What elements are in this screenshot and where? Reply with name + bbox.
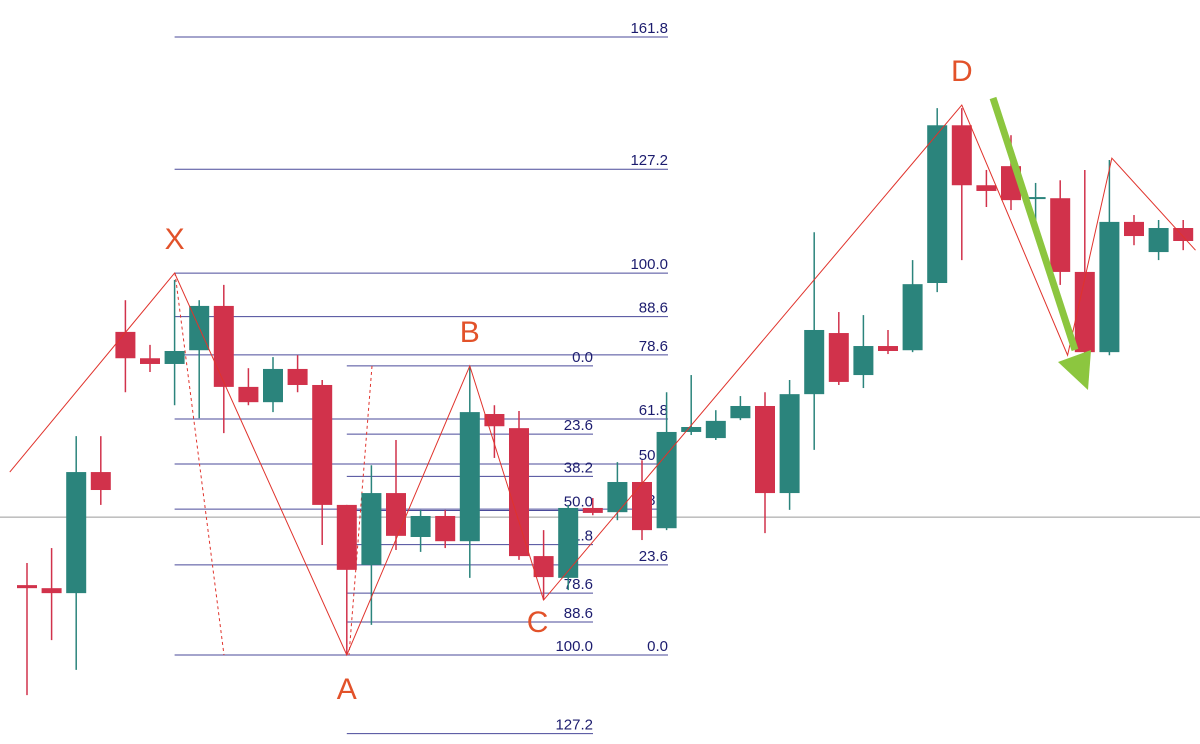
direction-arrow xyxy=(989,96,1091,390)
candle-body xyxy=(681,426,702,432)
candle-body xyxy=(853,346,874,376)
candle-body xyxy=(927,125,948,284)
pattern-point-label: C xyxy=(527,606,549,639)
fib-level-label: 78.6 xyxy=(639,338,668,355)
candle-body xyxy=(459,412,480,542)
pattern-layer: X A B C D xyxy=(9,55,1196,706)
pattern-point-label: A xyxy=(337,673,357,706)
candle-body xyxy=(164,350,185,364)
candle-body xyxy=(287,368,308,385)
candle-body xyxy=(1050,198,1071,272)
fib-level-label: 23.6 xyxy=(639,548,668,565)
fib-level-label: 23.6 xyxy=(564,417,593,434)
candle-body xyxy=(213,305,234,387)
candle-body xyxy=(730,405,751,419)
candle-body xyxy=(976,185,997,191)
guide-layer xyxy=(174,272,373,656)
dotted-guide xyxy=(174,272,225,656)
candle-body xyxy=(386,493,406,536)
candle-body xyxy=(115,331,136,359)
candle-body xyxy=(533,556,554,578)
candles-layer xyxy=(17,108,1194,696)
candle-body xyxy=(656,431,677,529)
candle-body xyxy=(755,405,775,494)
candle-body xyxy=(140,358,160,364)
fib-level-label: 100.0 xyxy=(630,256,668,273)
candle-body xyxy=(435,515,456,542)
fib-level-label: 0.0 xyxy=(647,638,668,655)
candle-body xyxy=(705,420,726,439)
candle-body xyxy=(484,414,505,427)
pattern-point-label: D xyxy=(951,55,973,88)
candle-body xyxy=(1074,271,1095,353)
fib-level-label: 100.0 xyxy=(555,638,593,655)
dotted-guide xyxy=(348,365,373,656)
candle-body xyxy=(361,493,382,565)
candle-body xyxy=(607,481,628,513)
candle-body xyxy=(632,481,652,531)
candle-body xyxy=(951,125,972,186)
fib-level-label: 61.8 xyxy=(639,402,668,419)
fib-level-label: 50.0 xyxy=(564,493,593,510)
candle-body xyxy=(1025,197,1046,200)
candle-body xyxy=(582,507,603,513)
fib-level-label: 0.0 xyxy=(572,349,593,366)
candle-body xyxy=(312,384,333,505)
candle-body xyxy=(263,368,283,403)
candle-body xyxy=(1124,221,1144,237)
candle-body xyxy=(1099,221,1120,353)
candle-body xyxy=(804,329,825,395)
candle-body xyxy=(509,428,529,557)
candle-body xyxy=(558,507,579,578)
fib-level-label: 127.2 xyxy=(630,152,668,169)
arrow-shaft xyxy=(989,96,1079,352)
pattern-zigzag xyxy=(9,104,1196,657)
candle-body xyxy=(336,504,357,570)
candle-body xyxy=(410,515,431,537)
fib-level-label: 161.8 xyxy=(630,20,668,37)
pattern-point-label: X xyxy=(165,223,185,256)
candle-body xyxy=(828,333,849,382)
fib-level-label: 38.2 xyxy=(564,459,593,476)
candle-body xyxy=(902,284,923,351)
candle-body xyxy=(41,588,62,594)
fib-level-label: 127.2 xyxy=(555,717,593,734)
candle-body xyxy=(90,472,111,491)
candle-body xyxy=(238,386,259,403)
arrow-head xyxy=(1058,350,1091,390)
pattern-point-label: B xyxy=(460,316,480,349)
fib-level-label: 88.6 xyxy=(639,300,668,317)
candle-body xyxy=(878,346,898,351)
candle-body xyxy=(1148,228,1169,253)
candle-body xyxy=(779,394,800,494)
candle-body xyxy=(66,472,87,594)
candle-body xyxy=(1173,228,1194,241)
candle-body xyxy=(17,585,37,589)
fib-level-label: 78.6 xyxy=(564,576,593,593)
fib-level-label: 88.6 xyxy=(564,605,593,622)
